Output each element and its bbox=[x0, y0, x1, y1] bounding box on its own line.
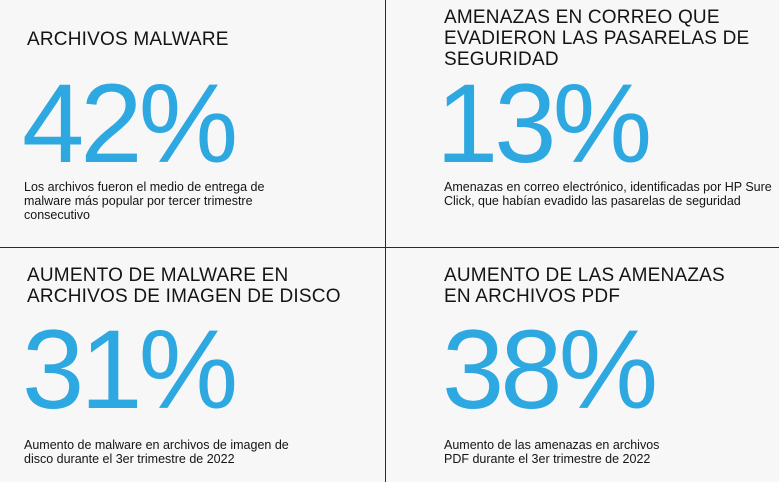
card-title-line: AMENAZAS EN CORREO QUE bbox=[444, 7, 720, 28]
stat-value: 42% bbox=[22, 61, 238, 186]
card-description: Amenazas en correo electrónico, identifi… bbox=[444, 180, 772, 208]
card-title-line: SEGURIDAD bbox=[444, 49, 559, 70]
card-description: Aumento de las amenazas en archivos PDF … bbox=[444, 438, 744, 466]
stat-card-malware-files: ARCHIVOS MALWARE 42% Los archivos fueron… bbox=[0, 0, 385, 247]
card-description-line: Aumento de las amenazas en archivos bbox=[444, 438, 660, 452]
card-description: Aumento de malware en archivos de imagen… bbox=[24, 438, 344, 466]
card-title: AUMENTO DE MALWARE EN ARCHIVOS DE IMAGEN… bbox=[27, 265, 341, 307]
horizontal-divider bbox=[0, 247, 779, 248]
vertical-divider bbox=[385, 0, 386, 482]
card-title-line: ARCHIVOS DE IMAGEN DE DISCO bbox=[27, 286, 341, 307]
stat-value: 13% bbox=[436, 61, 652, 186]
stat-value: 31% bbox=[22, 307, 238, 432]
stat-value: 38% bbox=[442, 307, 658, 432]
card-description-line: PDF durante el 3er trimestre de 2022 bbox=[444, 452, 651, 466]
stat-card-disk-image-malware: AUMENTO DE MALWARE EN ARCHIVOS DE IMAGEN… bbox=[0, 248, 385, 482]
card-description-line: Aumento de malware en archivos de imagen… bbox=[24, 438, 289, 452]
card-title-line: EN ARCHIVOS PDF bbox=[444, 286, 621, 307]
card-title: AUMENTO DE LAS AMENAZAS EN ARCHIVOS PDF bbox=[444, 265, 725, 307]
card-description-line: disco durante el 3er trimestre de 2022 bbox=[24, 452, 235, 466]
card-title-line: AUMENTO DE MALWARE EN bbox=[27, 265, 289, 286]
card-title-line: EVADIERON LAS PASARELAS DE bbox=[444, 28, 750, 49]
card-title-line: AUMENTO DE LAS AMENAZAS bbox=[444, 265, 725, 286]
stat-card-email-threats: AMENAZAS EN CORREO QUE EVADIERON LAS PAS… bbox=[386, 0, 779, 247]
stat-card-pdf-threats: AUMENTO DE LAS AMENAZAS EN ARCHIVOS PDF … bbox=[386, 248, 779, 482]
card-title: ARCHIVOS MALWARE bbox=[27, 29, 229, 50]
card-description: Los archivos fueron el medio de entrega … bbox=[24, 180, 265, 222]
card-title: AMENAZAS EN CORREO QUE EVADIERON LAS PAS… bbox=[444, 7, 749, 70]
